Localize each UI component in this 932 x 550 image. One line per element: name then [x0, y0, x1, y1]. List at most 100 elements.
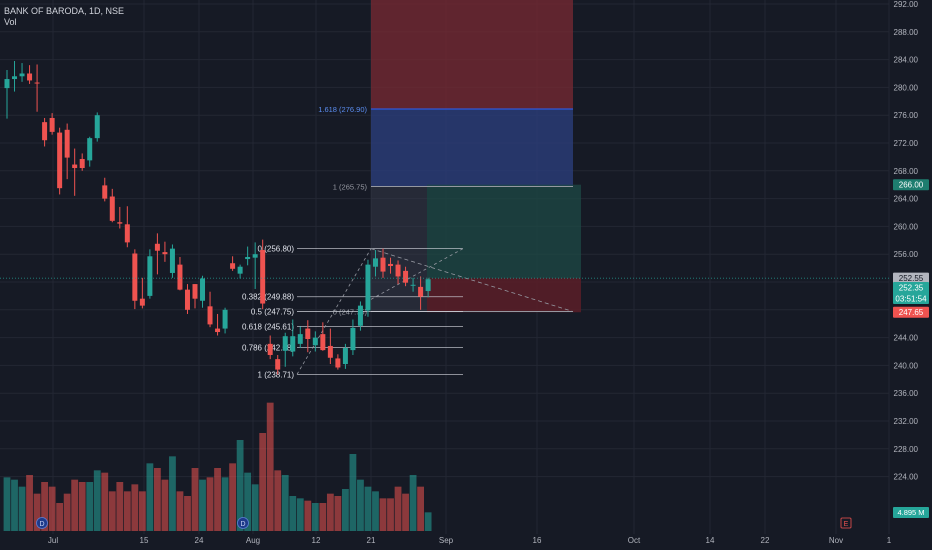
volume-bar [93, 470, 101, 531]
price-tick-label: 240.00 [894, 361, 919, 370]
candle-body [275, 359, 281, 370]
volume-bar [319, 503, 327, 531]
candle-body [395, 264, 401, 277]
candle-body [252, 254, 258, 258]
time-tick-label: 16 [533, 536, 542, 545]
price-tag-label: 252.35 [899, 284, 924, 293]
fib-level-label: 0.618 (245.61) [242, 322, 294, 331]
volume-bar [289, 496, 297, 531]
candle-body [290, 336, 296, 352]
candle-body [177, 264, 183, 290]
fib-target-zone [371, 0, 573, 109]
price-tick-label: 288.00 [894, 28, 919, 37]
candle-body [350, 327, 356, 351]
volume-bar [206, 477, 214, 531]
event-marker-icon[interactable]: D [36, 517, 48, 529]
volume-bar [33, 493, 41, 531]
candle-body [57, 132, 63, 189]
candle-body [34, 82, 40, 84]
candle-body [147, 256, 153, 296]
candle-body [320, 334, 326, 351]
candle-body [162, 252, 168, 255]
volume-bar [311, 503, 319, 531]
position-risk-zone [427, 278, 581, 313]
volume-bar [11, 479, 18, 531]
time-tick-label: Jul [48, 536, 58, 545]
volume-bar [146, 463, 154, 531]
volume-bar [48, 486, 56, 531]
volume-bar [63, 493, 71, 531]
volume-bar [101, 472, 109, 531]
candle-body [260, 250, 266, 304]
price-tag-label: 252.55 [899, 274, 924, 283]
volume-bar [221, 477, 229, 531]
candle-body [425, 279, 431, 292]
price-tick-label: 284.00 [894, 56, 919, 65]
candle-body [207, 306, 213, 325]
volume-bar [266, 402, 274, 531]
fib-extension-label: 0 (247.75) [333, 308, 368, 317]
candle-body [222, 309, 228, 329]
fib-trend-line [296, 248, 372, 375]
candle-body [19, 73, 25, 77]
candle-body [27, 73, 33, 81]
volume-tag [893, 507, 929, 518]
volume-bar [56, 503, 64, 531]
candle-body [403, 270, 409, 283]
time-tick-label: Sep [439, 536, 454, 545]
time-tick-label: Nov [829, 536, 843, 545]
candle-body [327, 345, 333, 358]
candle-body [297, 334, 303, 344]
candle-body [312, 337, 318, 346]
volume-bar [334, 496, 342, 531]
event-marker-icon[interactable]: D [237, 517, 249, 529]
candle-body [418, 286, 424, 297]
volume-bar [402, 493, 409, 531]
volume-bar [78, 482, 86, 531]
price-tick-label: 272.00 [894, 139, 919, 148]
candle-body [49, 117, 55, 132]
volume-bar [169, 456, 176, 531]
price-tag-label: 266.00 [899, 181, 924, 190]
volume-bar [214, 468, 221, 531]
volume-bar [372, 491, 379, 531]
candle-body [42, 122, 48, 141]
price-tag [893, 272, 929, 284]
volume-bar [357, 479, 364, 531]
dividend-icon [237, 517, 249, 529]
volume-label: Vol [4, 17, 17, 27]
price-tick-label: 244.00 [894, 334, 919, 343]
candle-body [342, 348, 348, 365]
candle-body [64, 129, 70, 158]
price-tick-label: 224.00 [894, 473, 919, 482]
price-tag [893, 282, 929, 305]
volume-bar [394, 486, 402, 531]
price-tick-label: 264.00 [894, 195, 919, 204]
fib-level-label: 0.382 (249.88) [242, 293, 294, 302]
volume-bar [387, 498, 394, 531]
volume-bar [417, 486, 424, 531]
candle-body [388, 263, 394, 267]
fib-level-label: 1 (238.71) [258, 370, 295, 379]
candle-body [282, 336, 288, 351]
time-tick-label: 1 [887, 536, 892, 545]
candle-body [87, 138, 93, 161]
volume-bar [184, 496, 191, 531]
candle-body [365, 264, 371, 311]
fib-extension-zone [371, 108, 573, 187]
time-tick-label: 14 [706, 536, 715, 545]
volume-bar [86, 482, 94, 531]
time-tick-label: 22 [761, 536, 770, 545]
volume-bar [244, 472, 252, 531]
event-marker-icon[interactable]: E [840, 517, 852, 529]
candle-body [357, 305, 363, 326]
candle-body [305, 328, 311, 339]
volume-bar [281, 475, 289, 531]
volume-bar [296, 498, 304, 531]
volume-bar [229, 463, 236, 531]
volume-bar [131, 484, 139, 531]
volume-bar [409, 475, 417, 531]
time-tick-label: 12 [312, 536, 321, 545]
event-marker-label: E [844, 521, 849, 528]
